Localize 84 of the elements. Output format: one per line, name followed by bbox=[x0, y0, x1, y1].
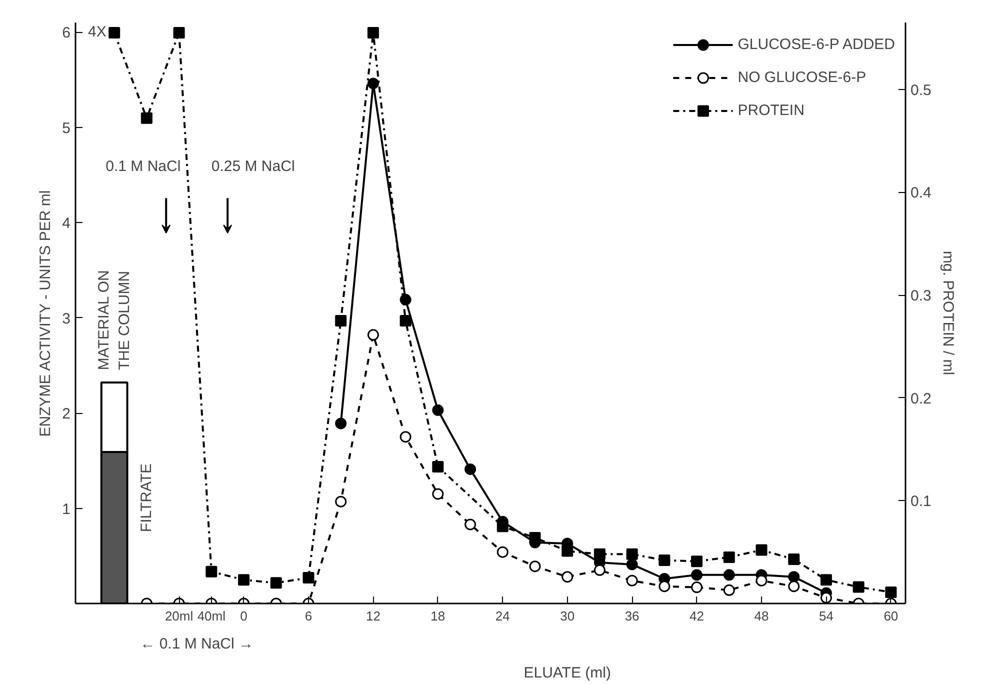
point bbox=[335, 314, 347, 326]
point bbox=[432, 404, 444, 416]
point bbox=[335, 418, 347, 430]
y-tick-label: 2 bbox=[62, 406, 70, 423]
point bbox=[367, 27, 379, 39]
point bbox=[594, 564, 606, 576]
point bbox=[562, 571, 574, 583]
y2-tick-label: 0.5 bbox=[910, 82, 932, 99]
y2-tick-label: 0.1 bbox=[910, 493, 932, 510]
legend-label: NO GLUCOSE-6-P bbox=[738, 68, 866, 88]
x-tick-label: 20ml bbox=[164, 608, 194, 624]
point bbox=[723, 569, 735, 581]
point bbox=[691, 556, 703, 568]
x-tick-label: 40ml bbox=[197, 608, 226, 624]
point bbox=[852, 581, 864, 593]
point bbox=[820, 574, 832, 586]
point bbox=[658, 580, 670, 592]
point bbox=[432, 488, 444, 500]
point bbox=[173, 27, 185, 39]
x-tick-label: 36 bbox=[624, 608, 640, 624]
point bbox=[820, 592, 832, 604]
point bbox=[788, 554, 800, 566]
point bbox=[367, 78, 379, 90]
annotation: 0.1 M NaCl bbox=[106, 158, 181, 175]
annotation: 4X bbox=[88, 24, 106, 41]
point bbox=[108, 27, 120, 39]
point bbox=[626, 558, 638, 570]
x-tick-label: 0 bbox=[240, 608, 248, 624]
point bbox=[626, 574, 638, 586]
point bbox=[238, 574, 250, 586]
x-tick-label: 54 bbox=[818, 608, 834, 624]
point bbox=[464, 463, 476, 475]
y-tick-label: 3 bbox=[62, 310, 70, 328]
point bbox=[270, 577, 282, 589]
x-tick-label: 6 bbox=[304, 608, 312, 624]
point bbox=[723, 551, 735, 563]
point bbox=[885, 586, 897, 598]
point bbox=[302, 572, 314, 584]
x-tick-label: 12 bbox=[366, 608, 380, 624]
point bbox=[464, 518, 476, 530]
annotation: 0.25 M NaCl bbox=[211, 158, 295, 175]
y2-tick-label: 0.2 bbox=[910, 390, 932, 408]
point bbox=[756, 544, 768, 556]
point bbox=[496, 520, 508, 532]
point bbox=[756, 574, 768, 586]
y2-tick-label: 0.3 bbox=[910, 288, 932, 305]
point bbox=[206, 566, 218, 578]
point bbox=[594, 548, 606, 560]
point bbox=[788, 571, 800, 583]
y2-tick-label: 0.4 bbox=[910, 184, 932, 202]
legend-label: GLUCOSE-6-P ADDED bbox=[738, 35, 895, 55]
point bbox=[658, 554, 670, 566]
point bbox=[691, 582, 703, 594]
annotation: FILTRATE bbox=[138, 463, 156, 532]
y2-axis-title: mg. PROTEIN / ml bbox=[939, 250, 956, 376]
point bbox=[400, 431, 412, 443]
y-tick-label: 4 bbox=[62, 215, 70, 232]
point bbox=[562, 545, 574, 557]
point bbox=[496, 546, 508, 558]
y-tick-label: 5 bbox=[62, 120, 70, 137]
point bbox=[140, 112, 152, 124]
x-tick-label: 24 bbox=[495, 608, 510, 624]
x-tick-label: 18 bbox=[430, 608, 446, 624]
x-tick-label: 48 bbox=[754, 608, 769, 624]
point bbox=[335, 496, 347, 508]
annotation: MATERIAL ON THE COLUMN bbox=[96, 270, 134, 370]
x-tick-label: 30 bbox=[560, 608, 575, 624]
y-axis-title: ENZYME ACTIVITY - UNITS PER ml bbox=[37, 190, 54, 437]
point bbox=[529, 532, 541, 544]
y-tick-label: 1 bbox=[62, 500, 70, 518]
point bbox=[432, 460, 444, 472]
point bbox=[400, 314, 412, 326]
x-tick-label: 60 bbox=[884, 608, 898, 624]
x-tick-label: 42 bbox=[690, 608, 704, 624]
legend-label: PROTEIN bbox=[738, 101, 804, 121]
point bbox=[626, 548, 638, 560]
y-tick-label: 6 bbox=[62, 24, 70, 42]
x-axis-title: ELUATE (ml) bbox=[524, 664, 611, 682]
point bbox=[691, 569, 703, 581]
point bbox=[723, 584, 735, 596]
point bbox=[788, 580, 800, 592]
text: ← 0.1 M NaCl → bbox=[140, 636, 254, 652]
point bbox=[367, 329, 379, 341]
point bbox=[529, 560, 541, 572]
